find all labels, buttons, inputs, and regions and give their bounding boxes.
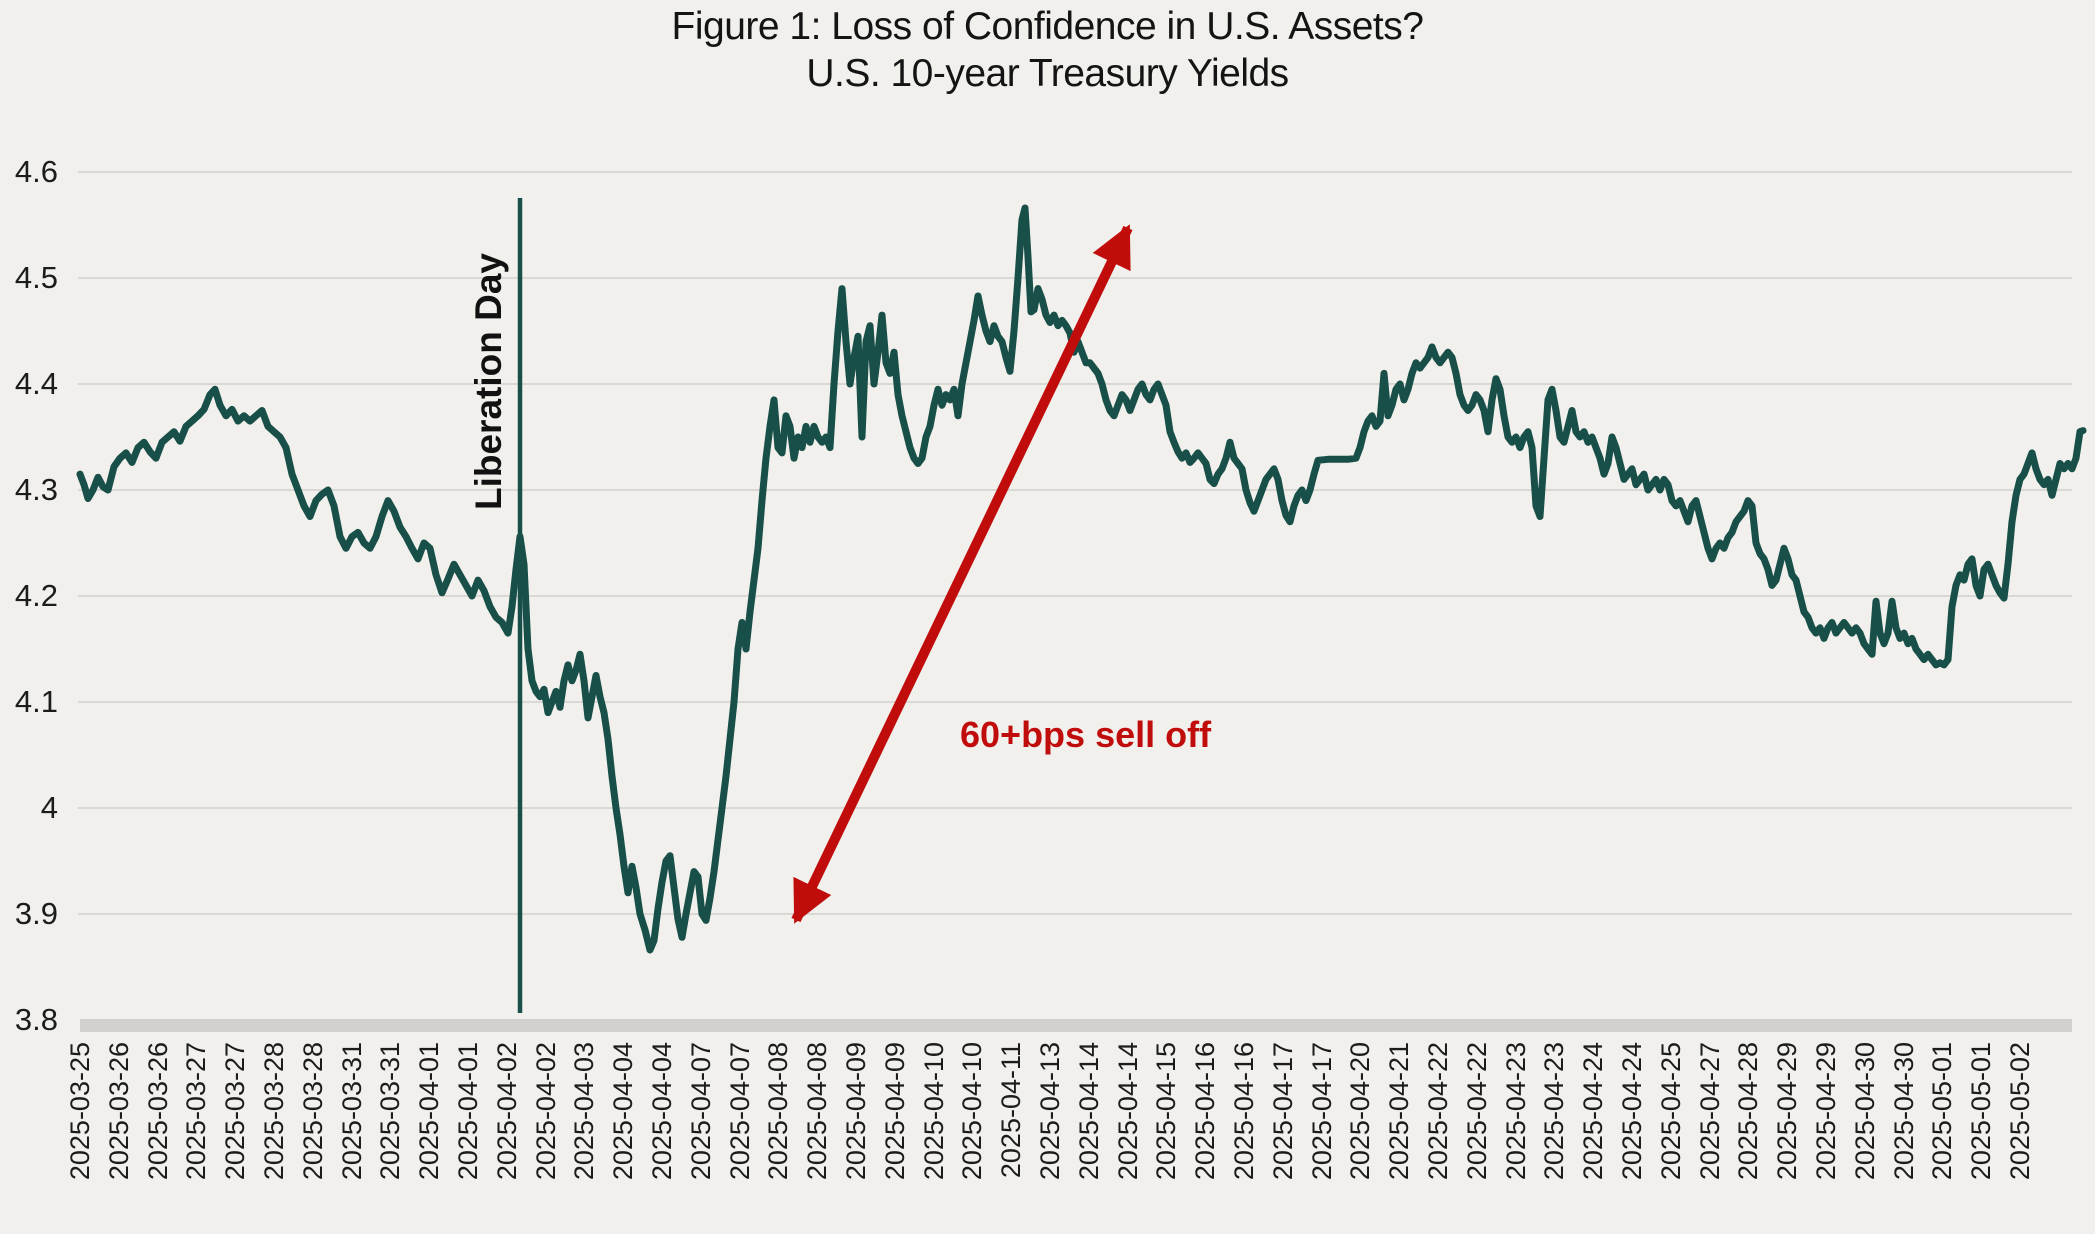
x-tick-label: 2025-04-28	[1733, 1042, 1764, 1181]
x-tick-label: 2025-04-11	[996, 1042, 1027, 1179]
x-tick-label: 2025-04-24	[1617, 1042, 1647, 1181]
x-tick-label: 2025-04-17	[1306, 1042, 1337, 1181]
x-tick-label: 2025-04-17	[1267, 1042, 1298, 1181]
x-axis-band	[80, 1019, 2072, 1032]
x-tick-label: 2025-05-01	[1966, 1042, 1997, 1181]
x-tick-label: 2025-04-20	[1345, 1042, 1376, 1181]
x-tick-label: 2025-03-26	[103, 1042, 134, 1181]
y-tick-label: 4.1	[14, 684, 58, 719]
x-tick-label: 2025-04-02	[530, 1042, 561, 1181]
x-tick-label: 2025-04-30	[1849, 1042, 1880, 1181]
y-tick-label: 4.6	[14, 154, 58, 189]
x-tick-label: 2025-04-15	[1151, 1042, 1182, 1181]
x-tick-label: 2025-05-02	[2005, 1042, 2035, 1181]
x-tick-label: 2025-04-22	[1423, 1042, 1453, 1181]
sell-off-arrow	[791, 224, 1133, 924]
x-tick-label: 2025-04-16	[1190, 1042, 1221, 1181]
x-tick-label: 2025-04-09	[879, 1042, 910, 1181]
x-tick-label: 2025-04-24	[1578, 1042, 1609, 1181]
x-tick-label: 2025-03-28	[297, 1042, 328, 1181]
x-tick-label: 2025-04-29	[1772, 1042, 1803, 1181]
x-tick-label: 2025-04-07	[685, 1042, 716, 1181]
x-tick-label: 2025-04-09	[841, 1042, 871, 1181]
y-tick-label: 4.5	[14, 260, 58, 295]
x-tick-label: 2025-04-25	[1655, 1042, 1686, 1181]
y-tick-label: 4.4	[14, 366, 58, 401]
y-tick-label: 3.8	[14, 1002, 58, 1037]
x-tick-label: 2025-04-14	[1073, 1042, 1104, 1181]
x-tick-label: 2025-04-22	[1461, 1042, 1492, 1181]
x-tick-label: 2025-04-27	[1694, 1042, 1725, 1181]
x-tick-label: 2025-04-07	[724, 1042, 755, 1181]
x-tick-label: 2025-03-26	[142, 1042, 173, 1181]
x-tick-label: 2025-03-27	[220, 1042, 251, 1181]
x-tick-label: 2025-04-02	[491, 1042, 522, 1181]
x-tick-label: 2025-04-16	[1229, 1042, 1259, 1181]
x-tick-label: 2025-03-31	[375, 1042, 406, 1181]
chart-title-line-2: U.S. 10-year Treasury Yields	[806, 51, 1289, 95]
x-tick-label: 2025-04-04	[608, 1042, 639, 1181]
sell-off-annotation: 60+bps sell off	[960, 714, 1212, 755]
y-tick-label: 4.3	[14, 472, 58, 507]
x-tick-label: 2025-04-04	[647, 1042, 677, 1181]
x-tick-label: 2025-03-27	[181, 1042, 212, 1181]
x-tick-label: 2025-03-28	[259, 1042, 289, 1181]
gridlines	[78, 171, 2072, 915]
x-tick-label: 2025-03-31	[336, 1042, 367, 1181]
liberation-day-annotation: Liberation Day	[468, 253, 509, 510]
x-tick-label: 2025-03-25	[65, 1042, 95, 1181]
y-tick-label: 4.2	[14, 578, 58, 613]
x-tick-label: 2025-04-23	[1539, 1042, 1570, 1181]
x-tick-label: 2025-04-10	[918, 1042, 949, 1181]
x-tick-label: 2025-04-10	[957, 1042, 988, 1181]
x-tick-label: 2025-04-13	[1035, 1042, 1065, 1181]
x-tick-label: 2025-04-08	[802, 1042, 833, 1181]
x-tick-label: 2025-04-01	[414, 1042, 445, 1181]
chart-title: Figure 1: Loss of Confidence in U.S. Ass…	[0, 4, 2095, 98]
chart-title-line-1: Figure 1: Loss of Confidence in U.S. Ass…	[671, 5, 1424, 48]
x-tick-label: 2025-04-03	[569, 1042, 600, 1181]
x-tick-label: 2025-04-14	[1112, 1042, 1143, 1181]
x-tick-label: 2025-04-29	[1811, 1042, 1841, 1181]
x-tick-label: 2025-04-23	[1500, 1042, 1531, 1181]
x-tick-label: 2025-04-08	[763, 1042, 794, 1181]
x-tick-label: 2025-05-01	[1927, 1042, 1958, 1181]
y-tick-label: 3.9	[14, 896, 58, 931]
y-tick-label: 4	[40, 790, 58, 825]
x-tick-label: 2025-04-30	[1888, 1042, 1919, 1181]
yield-series-line	[76, 204, 2087, 954]
x-tick-label: 2025-04-01	[453, 1042, 483, 1181]
x-tick-label: 2025-04-21	[1384, 1042, 1415, 1181]
